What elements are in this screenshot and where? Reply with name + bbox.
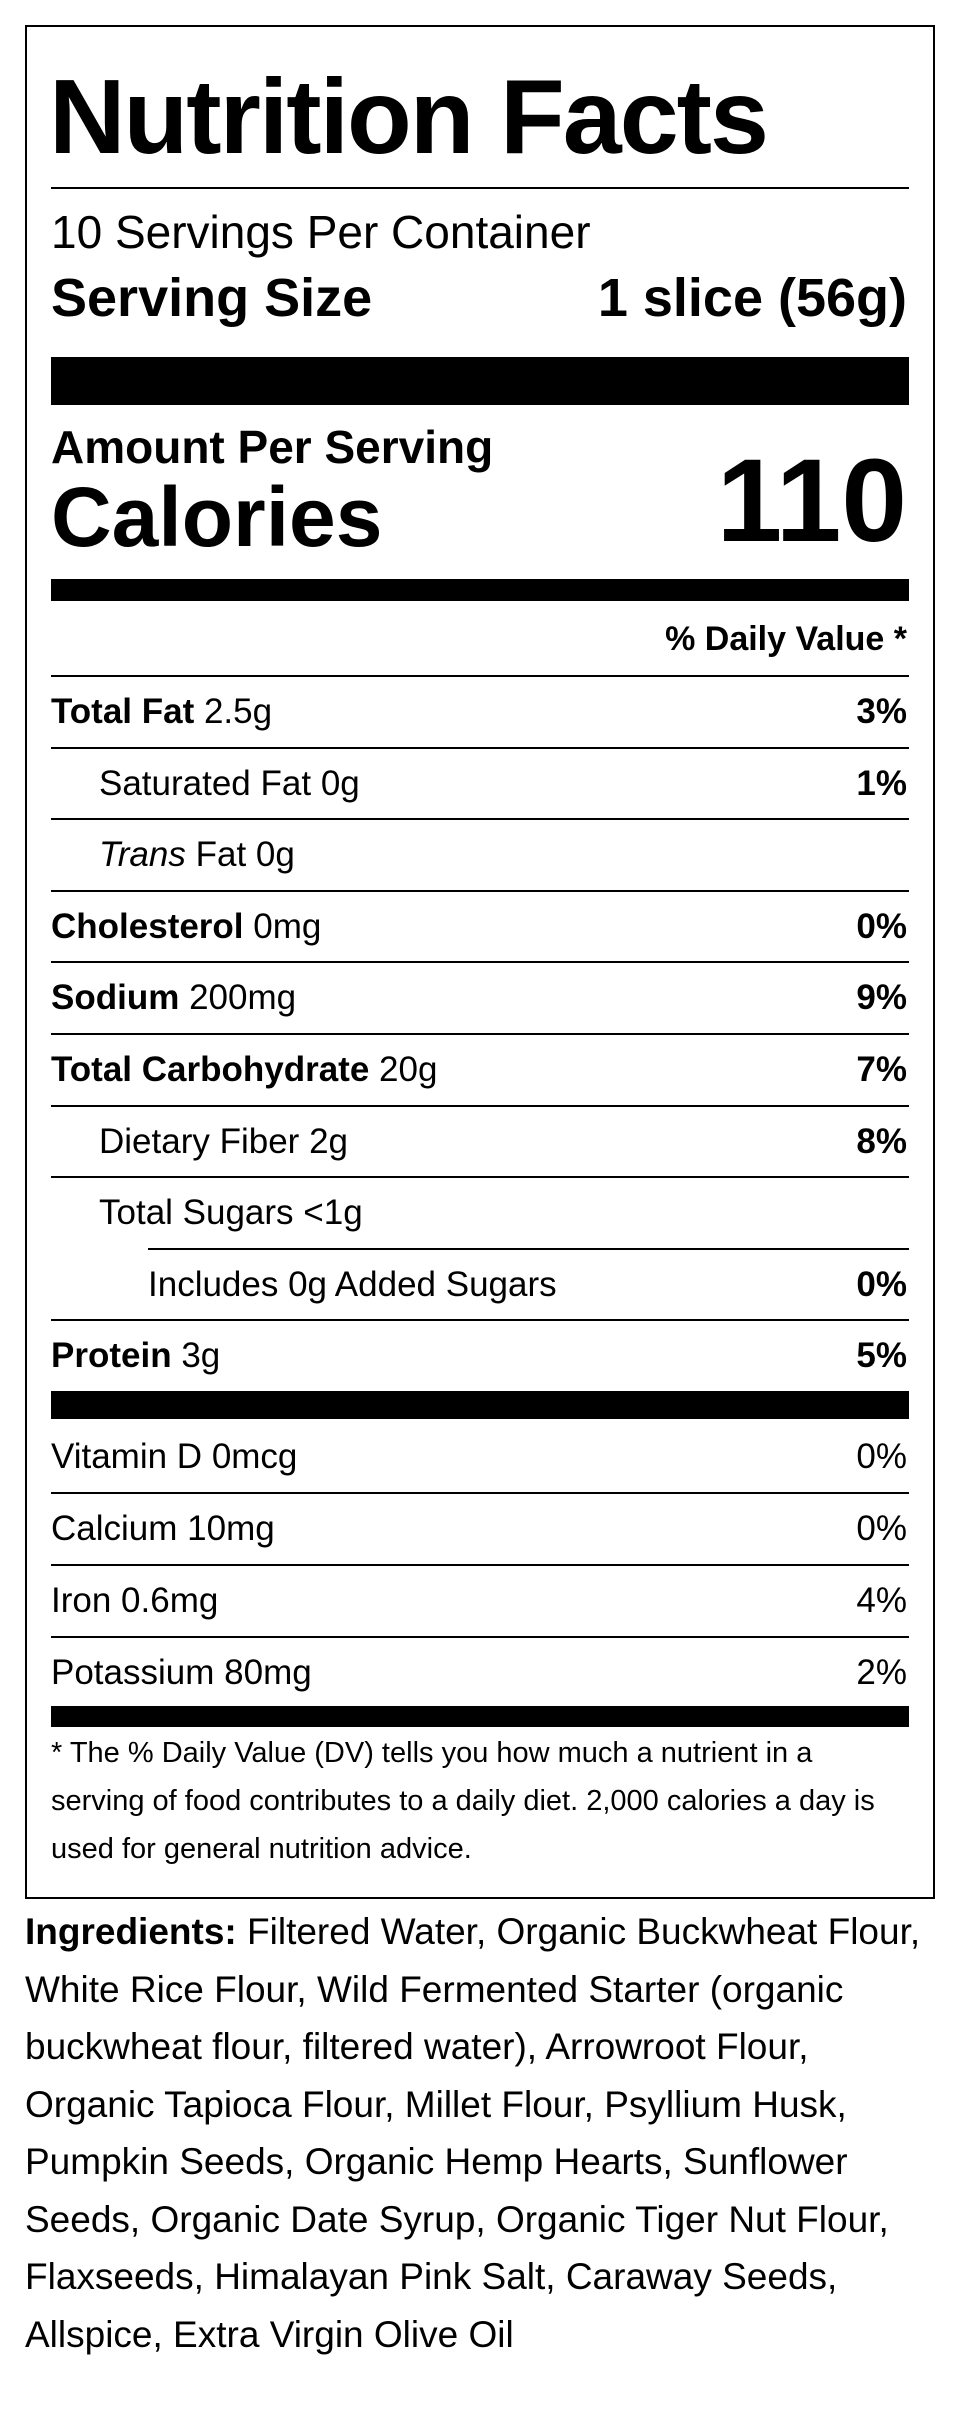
calories-label: Calories [51,469,383,564]
title: Nutrition Facts [49,58,769,177]
daily-value: 0% [856,1509,907,1548]
daily-value: 7% [856,1050,907,1089]
daily-value: 1% [856,763,907,803]
nutrient-name-text: Trans [99,835,186,875]
nutrient-name-text: Fat [195,835,247,875]
nutrient-name-text: Protein [51,1336,172,1376]
nutrient-name: Total Carbohydrate 20g [51,1048,437,1092]
daily-value: 5% [856,1336,907,1376]
vitamin-amount: 0.6mg [121,1581,219,1620]
rule [51,1319,909,1322]
footnote: * The % Daily Value (DV) tells you how m… [51,1737,875,1865]
serving-size-value: 1 slice (56g) [597,267,907,328]
ingredients: Ingredients: Filtered Water, Organic Buc… [25,1903,935,2363]
ingredients-text: Filtered Water, Organic Buckwheat Flour,… [25,1911,921,2355]
rule [51,961,909,964]
rule [51,746,909,749]
nutrient-amount: <1g [303,1193,363,1233]
thick-bar [51,357,909,405]
vitamin-amount: 80mg [224,1653,312,1692]
vitamin-name: Iron 0.6mg [51,1579,218,1623]
nutrient-name: Sodium 200mg [51,976,296,1020]
vitamin-name: Vitamin D 0mcg [51,1435,297,1479]
vitamin-name: Calcium 10mg [51,1507,275,1551]
nutrient-name-text: Saturated Fat [99,763,312,803]
daily-value: 3% [856,692,907,731]
vitamin-amount: 0mcg [211,1437,298,1476]
nutrient-name: Cholesterol 0mg [51,905,321,949]
nutrient-amount: 200mg [189,978,297,1018]
calories-value: 110 [716,435,907,568]
amount-per-serving: Amount Per Serving [51,421,494,474]
rule [51,1104,909,1107]
vitamin-name-text: Vitamin D [51,1437,203,1476]
rule [51,187,909,189]
daily-value: 0% [856,1264,907,1304]
thick-bar [51,1391,909,1419]
rule [51,1176,909,1179]
ingredients-label: Ingredients: [25,1911,237,1952]
nutrient-name: Includes 0g Added Sugars [148,1263,557,1307]
rule [51,889,909,892]
vitamin-name-text: Iron [51,1581,112,1620]
label-box [25,25,935,1899]
daily-value: 0% [856,1437,907,1476]
nutrient-amount: 20g [379,1050,438,1089]
vitamin-amount: 10mg [187,1509,275,1548]
nutrient-name-text: Includes 0g Added Sugars [148,1264,557,1304]
rule [51,818,909,821]
nutrient-name: Dietary Fiber 2g [99,1120,348,1164]
daily-value: 4% [856,1581,907,1620]
nutrient-amount: 2g [309,1121,348,1161]
rule [51,1492,909,1494]
nutrient-name-text: Total Sugars [99,1193,294,1233]
nutrient-name: Total Sugars <1g [99,1191,363,1235]
nutrient-name: Total Fat 2.5g [51,690,272,734]
nutrient-name: Trans Fat 0g [99,833,295,877]
rule [51,1033,909,1035]
nutrient-name: Saturated Fat 0g [99,762,360,806]
vitamin-name-text: Potassium [51,1653,215,1692]
rule [51,675,909,677]
daily-value: 8% [856,1121,907,1161]
nutrient-amount: 0g [320,763,360,803]
rule [51,1636,909,1638]
vitamin-name: Potassium 80mg [51,1651,312,1695]
rule [51,1564,909,1566]
daily-value-header: % Daily Value * [665,619,907,658]
rule [148,1247,909,1250]
nutrient-name: Protein 3g [51,1334,220,1378]
nutrient-name-text: Total Carbohydrate [51,1050,370,1089]
daily-value: 2% [856,1653,907,1692]
thick-bar [51,1706,909,1727]
daily-value: 9% [856,978,907,1018]
nutrient-amount: 3g [181,1336,221,1376]
nutrient-name-text: Total Fat [51,692,195,731]
daily-value: 0% [856,906,907,946]
nutrient-name-text: Cholesterol [51,906,244,946]
nutrient-name-text: Dietary Fiber [99,1121,300,1161]
serving-size-label: Serving Size [51,267,373,328]
nutrient-amount: 0g [255,835,295,875]
thick-bar [51,579,909,601]
servings: 10 Servings Per Container [51,206,591,259]
nutrient-amount: 0mg [253,906,322,946]
nutrient-name-text: Sodium [51,978,180,1018]
vitamin-name-text: Calcium [51,1509,178,1548]
nutrient-amount: 2.5g [203,692,273,731]
